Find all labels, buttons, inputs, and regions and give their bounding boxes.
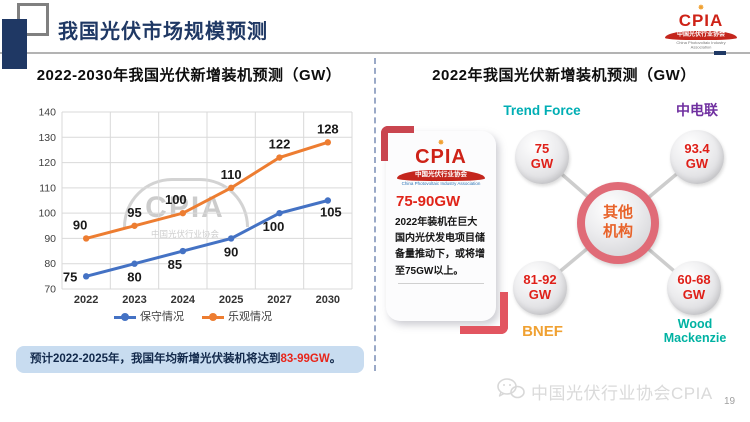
cpia-logo: ✸ CPIA 中国光伏行业协会 China Photovoltaic Indus… (662, 4, 740, 50)
page-title: 我国光伏市场规模预测 (58, 21, 268, 43)
cpia-logo-subtext: China Photovoltaic Industry Association (401, 180, 481, 186)
org-label-cec: 中电联 (676, 102, 718, 118)
legend-item: 乐观情况 (202, 311, 272, 323)
svg-text:90: 90 (224, 244, 238, 259)
cpia-logo-text: CPIA (678, 11, 724, 30)
node-value: 81-92 (523, 272, 557, 288)
card-corner-bracket-bottomright (460, 292, 508, 334)
svg-text:100: 100 (38, 208, 56, 220)
svg-text:105: 105 (320, 205, 342, 220)
svg-text:2025: 2025 (219, 294, 243, 306)
header-divider-line (0, 52, 750, 54)
institution-forecast-diagram: Trend Force 中电联 BNEF Wood Mackenzie 75 G… (485, 95, 750, 363)
card-underline (398, 282, 484, 284)
wechat-icon (497, 378, 525, 399)
note-text: 预计2022-2025年，我国年均新增光伏装机将达到 (30, 353, 281, 365)
node-unit: GW (685, 156, 709, 171)
cpia-logo-banner: 中国光伏行业协会 (397, 170, 485, 181)
card-corner-bracket-topleft (381, 126, 414, 161)
cpia-forecast-card: ✸ CPIA 中国光伏行业协会 China Photovoltaic Indus… (386, 131, 496, 321)
org-label-bnef: BNEF (522, 323, 563, 340)
panel-divider (374, 58, 376, 371)
svg-text:80: 80 (44, 258, 56, 270)
svg-text:90: 90 (73, 217, 87, 232)
sun-icon: ✸ (697, 3, 705, 12)
svg-text:2023: 2023 (122, 294, 146, 306)
node-unit: GW (682, 287, 706, 302)
page-number: 19 (724, 396, 736, 407)
svg-text:2024: 2024 (171, 294, 196, 306)
node-unit: GW (530, 156, 554, 171)
cpia-logo-subtext: China Photovoltaic Industry Association (676, 40, 726, 49)
node-unit: GW (528, 287, 552, 302)
slide-logo-navy-square (2, 19, 27, 69)
installation-forecast-chart: 70 80 90 100 110 120 130 140 2022 2023 2024 2025 202… (38, 107, 353, 306)
watermark-subtext: 中国光伏行业协会 (150, 229, 219, 239)
legend-item: 保守情况 (114, 311, 184, 323)
node-value: 93.4 (684, 141, 710, 157)
value-node-woodmackenzie: 60-68 GW (667, 261, 721, 315)
svg-text:100: 100 (263, 219, 285, 234)
center-node-inner: 其他机构 (585, 190, 651, 256)
forecast-note: 预计2022-2025年，我国年均新增光伏装机将达到83-99GW。 (16, 346, 364, 373)
org-label-trendforce: Trend Force (503, 103, 581, 118)
svg-text:100: 100 (165, 192, 187, 207)
svg-text:85: 85 (168, 257, 182, 272)
svg-text:122: 122 (269, 137, 291, 152)
footer-org-text: 中国光伏行业协会CPIA (531, 384, 713, 403)
cpia-logo-text: CPIA (415, 146, 467, 168)
svg-text:95: 95 (127, 205, 141, 220)
cpia-forecast-body: 2022年装机在巨大国内光伏发电项目储备量推动下，或将增至75GW以上。 (395, 217, 485, 277)
header-line-end-tick (714, 51, 726, 55)
value-node-trendforce: 75 GW (515, 130, 569, 184)
sun-icon: ✸ (437, 138, 445, 147)
svg-text:90: 90 (44, 233, 56, 245)
left-chart-title: 2022-2030年我国光伏新增装机预测（GW） (36, 67, 342, 84)
note-highlight: 83-99GW (280, 353, 330, 365)
svg-text:2030: 2030 (316, 294, 340, 306)
center-node-other-institutions: 其他机构 (577, 182, 659, 264)
chart-legend: 保守情况 乐观情况 (26, 308, 360, 324)
svg-text:110: 110 (39, 182, 56, 194)
svg-text:70: 70 (44, 284, 56, 296)
note-period: 。 (329, 353, 342, 365)
svg-text:75: 75 (63, 269, 77, 284)
svg-text:2022: 2022 (74, 294, 98, 306)
svg-text:128: 128 (317, 121, 339, 136)
cpia-card-logo: ✸ CPIA 中国光伏行业协会 China Photovoltaic Indus… (386, 139, 496, 186)
svg-text:140: 140 (38, 107, 56, 119)
org-label-woodmackenzie: Wood Mackenzie (663, 317, 727, 346)
center-node-label: 其他机构 (602, 204, 633, 240)
svg-text:2027: 2027 (267, 294, 291, 306)
node-value: 75 (534, 141, 550, 157)
right-diagram-title: 2022年我国光伏新增装机预测（GW） (432, 67, 696, 84)
value-node-bnef: 81-92 GW (513, 261, 567, 315)
cpia-logo-banner: 中国光伏行业协会 (665, 30, 737, 40)
svg-text:130: 130 (38, 132, 56, 144)
cpia-forecast-range: 75-90GW (396, 193, 461, 210)
svg-text:110: 110 (221, 167, 242, 182)
svg-text:80: 80 (127, 270, 141, 285)
value-node-cec: 93.4 GW (670, 130, 724, 184)
node-value: 60-68 (677, 272, 711, 288)
svg-text:120: 120 (38, 157, 56, 169)
